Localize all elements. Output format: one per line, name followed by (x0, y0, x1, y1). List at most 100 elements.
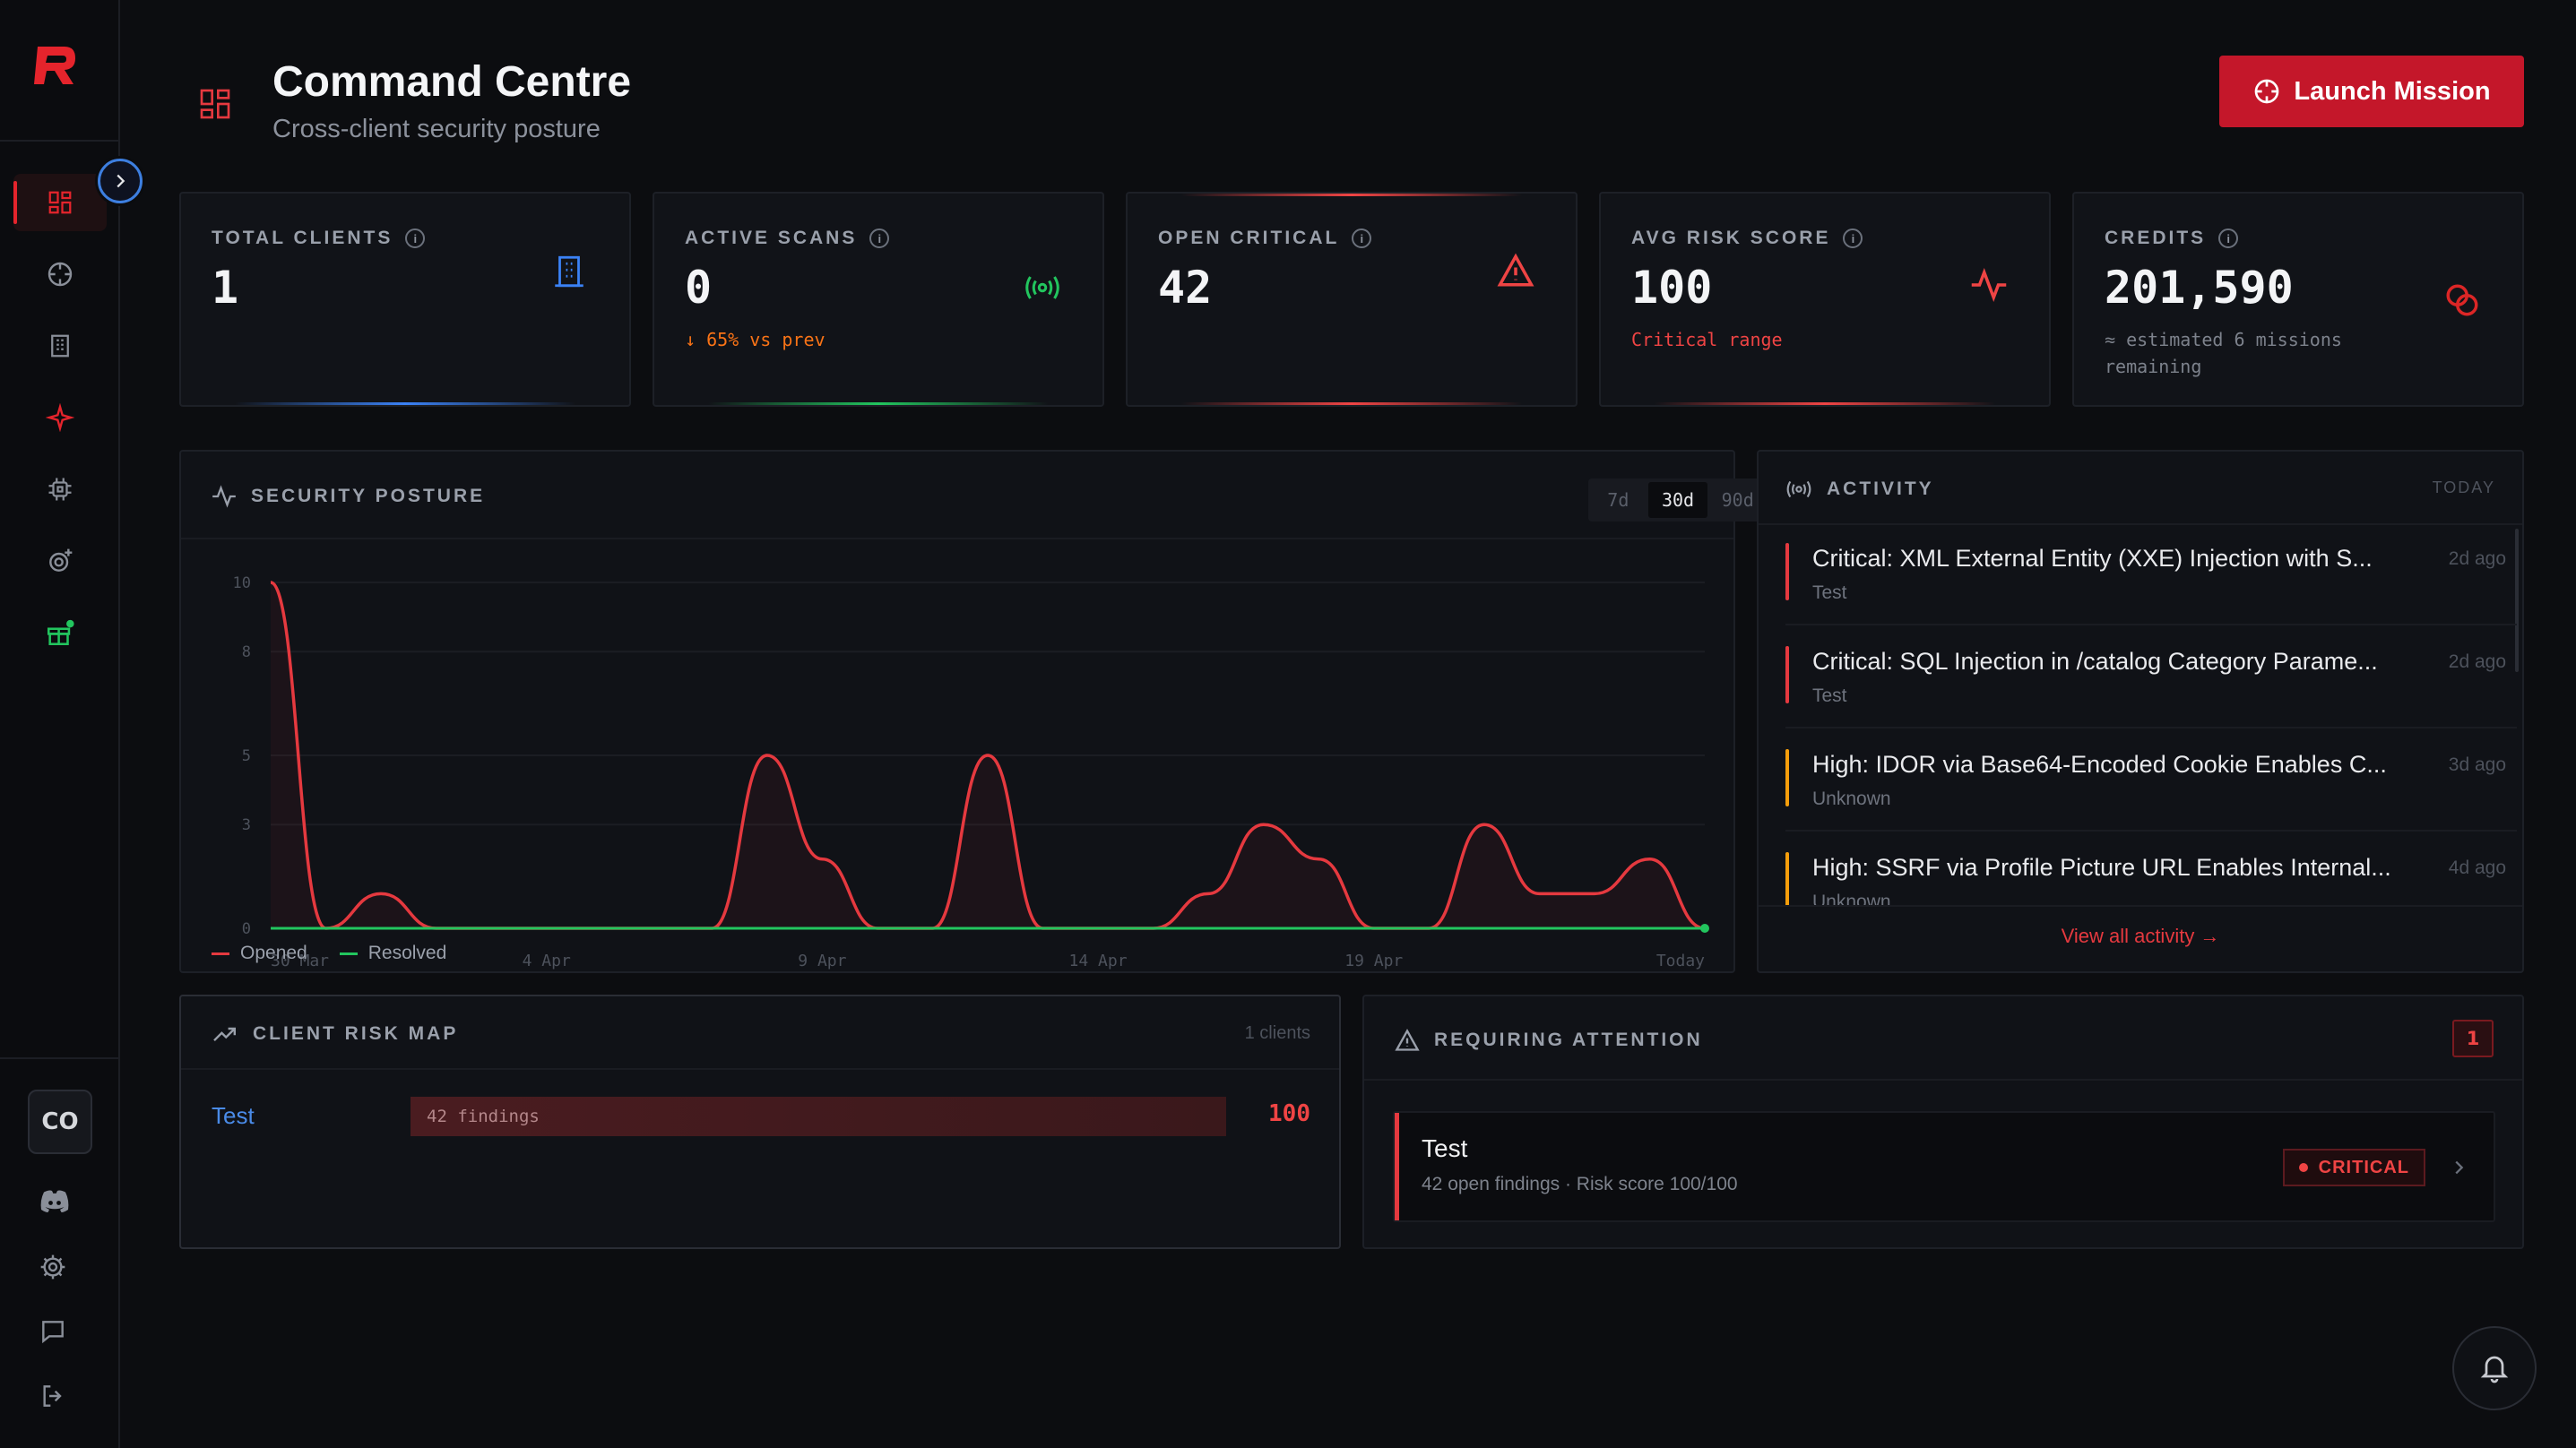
crosshair-icon (48, 262, 73, 287)
settings-link[interactable] (39, 1253, 67, 1285)
discord-icon (40, 1190, 69, 1212)
card-accent (235, 402, 575, 405)
activity-item[interactable]: Critical: XML External Entity (XXE) Inje… (1785, 525, 2517, 625)
chip-icon (48, 478, 72, 501)
launch-mission-button[interactable]: Launch Mission (2219, 56, 2524, 127)
range-selector: 7d 30d 90d (1588, 478, 1768, 521)
logo[interactable] (32, 45, 77, 90)
info-icon[interactable]: i (405, 228, 426, 248)
range-7d[interactable]: 7d (1607, 489, 1629, 511)
risk-client-name[interactable]: Test (212, 1102, 255, 1129)
activity-time: 2d ago (2448, 548, 2506, 569)
building-icon (550, 253, 588, 294)
series-endpoint-resolved (1700, 924, 1709, 933)
stat-label: CREDITS i (2105, 228, 2239, 249)
panel-header: SECURITY POSTURE (212, 484, 485, 509)
stat-label: AVG RISK SCORE i (1631, 228, 1863, 249)
client-count: 1 clients (1244, 1023, 1310, 1043)
trend-up-icon (213, 1027, 236, 1042)
user-avatar[interactable]: CO (28, 1090, 92, 1154)
client-risk-map-panel: CLIENT RISK MAP 1 clients Test 42 findin… (179, 995, 1341, 1249)
x-tick-label: 30 Mar (271, 952, 329, 970)
security-posture-panel: SECURITY POSTURE 7d 30d 90d 10 8 5 3 0 30 Mar… (179, 450, 1768, 973)
y-tick-label: 8 (242, 643, 251, 661)
card-accent (708, 402, 1049, 405)
logout-link[interactable] (39, 1382, 67, 1414)
activity-item[interactable]: High: SSRF via Profile Picture URL Enabl… (1785, 834, 2517, 905)
bell-icon (2480, 1356, 2509, 1383)
info-icon[interactable]: i (1352, 228, 1372, 248)
feedback-link[interactable] (39, 1317, 67, 1349)
x-tick-label: 9 Apr (798, 952, 846, 970)
severity-bar (1785, 852, 1789, 905)
x-tick-label: Today (1656, 952, 1705, 970)
stat-card-total-clients: TOTAL CLIENTS i 1 (179, 192, 631, 407)
x-tick-label: 19 Apr (1344, 952, 1403, 970)
warning-icon (1395, 1029, 1420, 1051)
card-accent-top (1181, 194, 1522, 196)
stat-value: 201,590 (2105, 262, 2294, 314)
sidebar-divider (0, 1057, 120, 1059)
stat-note: Critical range (1631, 329, 1783, 350)
requiring-attention-panel: REQUIRING ATTENTION 1 Test 42 open findi… (1362, 995, 2524, 1249)
page-subtitle: Cross-client security posture (272, 115, 601, 143)
broadcast-icon (1786, 480, 1811, 498)
risk-bar-fill: 42 findings (411, 1097, 1226, 1136)
panel-divider (1759, 523, 2522, 525)
activity-panel: ACTIVITY TODAY Critical: XML External En… (1757, 450, 2524, 973)
activity-client: Test (1812, 685, 1847, 706)
panel-divider (1364, 1079, 2522, 1081)
activity-item[interactable]: High: IDOR via Base64-Encoded Cookie Ena… (1785, 731, 2517, 832)
nav-missions[interactable] (13, 246, 107, 303)
sidebar: CO (0, 0, 143, 1448)
sidebar-divider (0, 140, 120, 142)
range-90d[interactable]: 90d (1721, 489, 1754, 511)
severity-badge: CRITICAL (2282, 1149, 2425, 1186)
stat-label: OPEN CRITICAL i (1158, 228, 1372, 249)
activity-item[interactable]: Critical: SQL Injection in /catalog Cate… (1785, 628, 2517, 728)
range-30d[interactable]: 30d (1647, 482, 1708, 518)
dashboard-icon (48, 191, 72, 214)
gift-icon (47, 619, 74, 646)
page-title: Command Centre (272, 58, 632, 106)
nav-clients[interactable] (13, 317, 107, 375)
nav-agents[interactable] (13, 461, 107, 518)
nav-rewards[interactable] (13, 604, 107, 661)
info-icon[interactable]: i (2218, 228, 2239, 248)
view-all-activity-link[interactable]: View all activity → (2061, 925, 2220, 947)
card-accent (1655, 402, 1995, 405)
posture-chart: 10 8 5 3 0 30 Mar 4 Apr 9 Apr 14 Apr 19 Apr Today (233, 574, 1709, 970)
activity-scrollbar[interactable] (2515, 529, 2519, 672)
attention-item[interactable]: Test 42 open findings · Risk score 100/1… (1393, 1111, 2495, 1222)
stat-value: 42 (1158, 262, 1213, 314)
y-tick-label: 3 (242, 816, 251, 834)
activity-title: High: SSRF via Profile Picture URL Enabl… (1812, 854, 2391, 881)
info-icon[interactable]: i (1843, 228, 1863, 248)
y-tick-label: 0 (242, 920, 251, 938)
x-tick-label: 4 Apr (523, 952, 571, 970)
sidebar-collapse-button[interactable] (98, 159, 143, 203)
nav-intel[interactable] (13, 532, 107, 590)
coins-icon (2443, 281, 2481, 323)
sparkle-icon (46, 403, 74, 432)
broadcast-icon (1024, 272, 1061, 306)
panel-divider (1759, 905, 2522, 907)
y-tick-label: 5 (242, 747, 251, 765)
message-icon (42, 1321, 64, 1344)
activity-time: 3d ago (2448, 754, 2506, 775)
discord-link[interactable] (39, 1188, 71, 1219)
panel-header: CLIENT RISK MAP (212, 1023, 458, 1045)
main-content: Command Centre Cross-client security pos… (120, 0, 2576, 1448)
panel-header: ACTIVITY (1785, 478, 1934, 500)
activity-time: 2d ago (2448, 651, 2506, 672)
nav-ai[interactable] (13, 389, 107, 446)
building-icon (51, 334, 69, 358)
chevron-right-icon (2455, 1160, 2464, 1175)
legend-opened: Opened (212, 943, 307, 964)
nav-dashboard[interactable] (13, 174, 107, 231)
info-icon[interactable]: i (869, 228, 890, 248)
card-accent (1181, 402, 1522, 405)
notifications-button[interactable] (2452, 1326, 2537, 1410)
severity-bar (1785, 749, 1789, 806)
